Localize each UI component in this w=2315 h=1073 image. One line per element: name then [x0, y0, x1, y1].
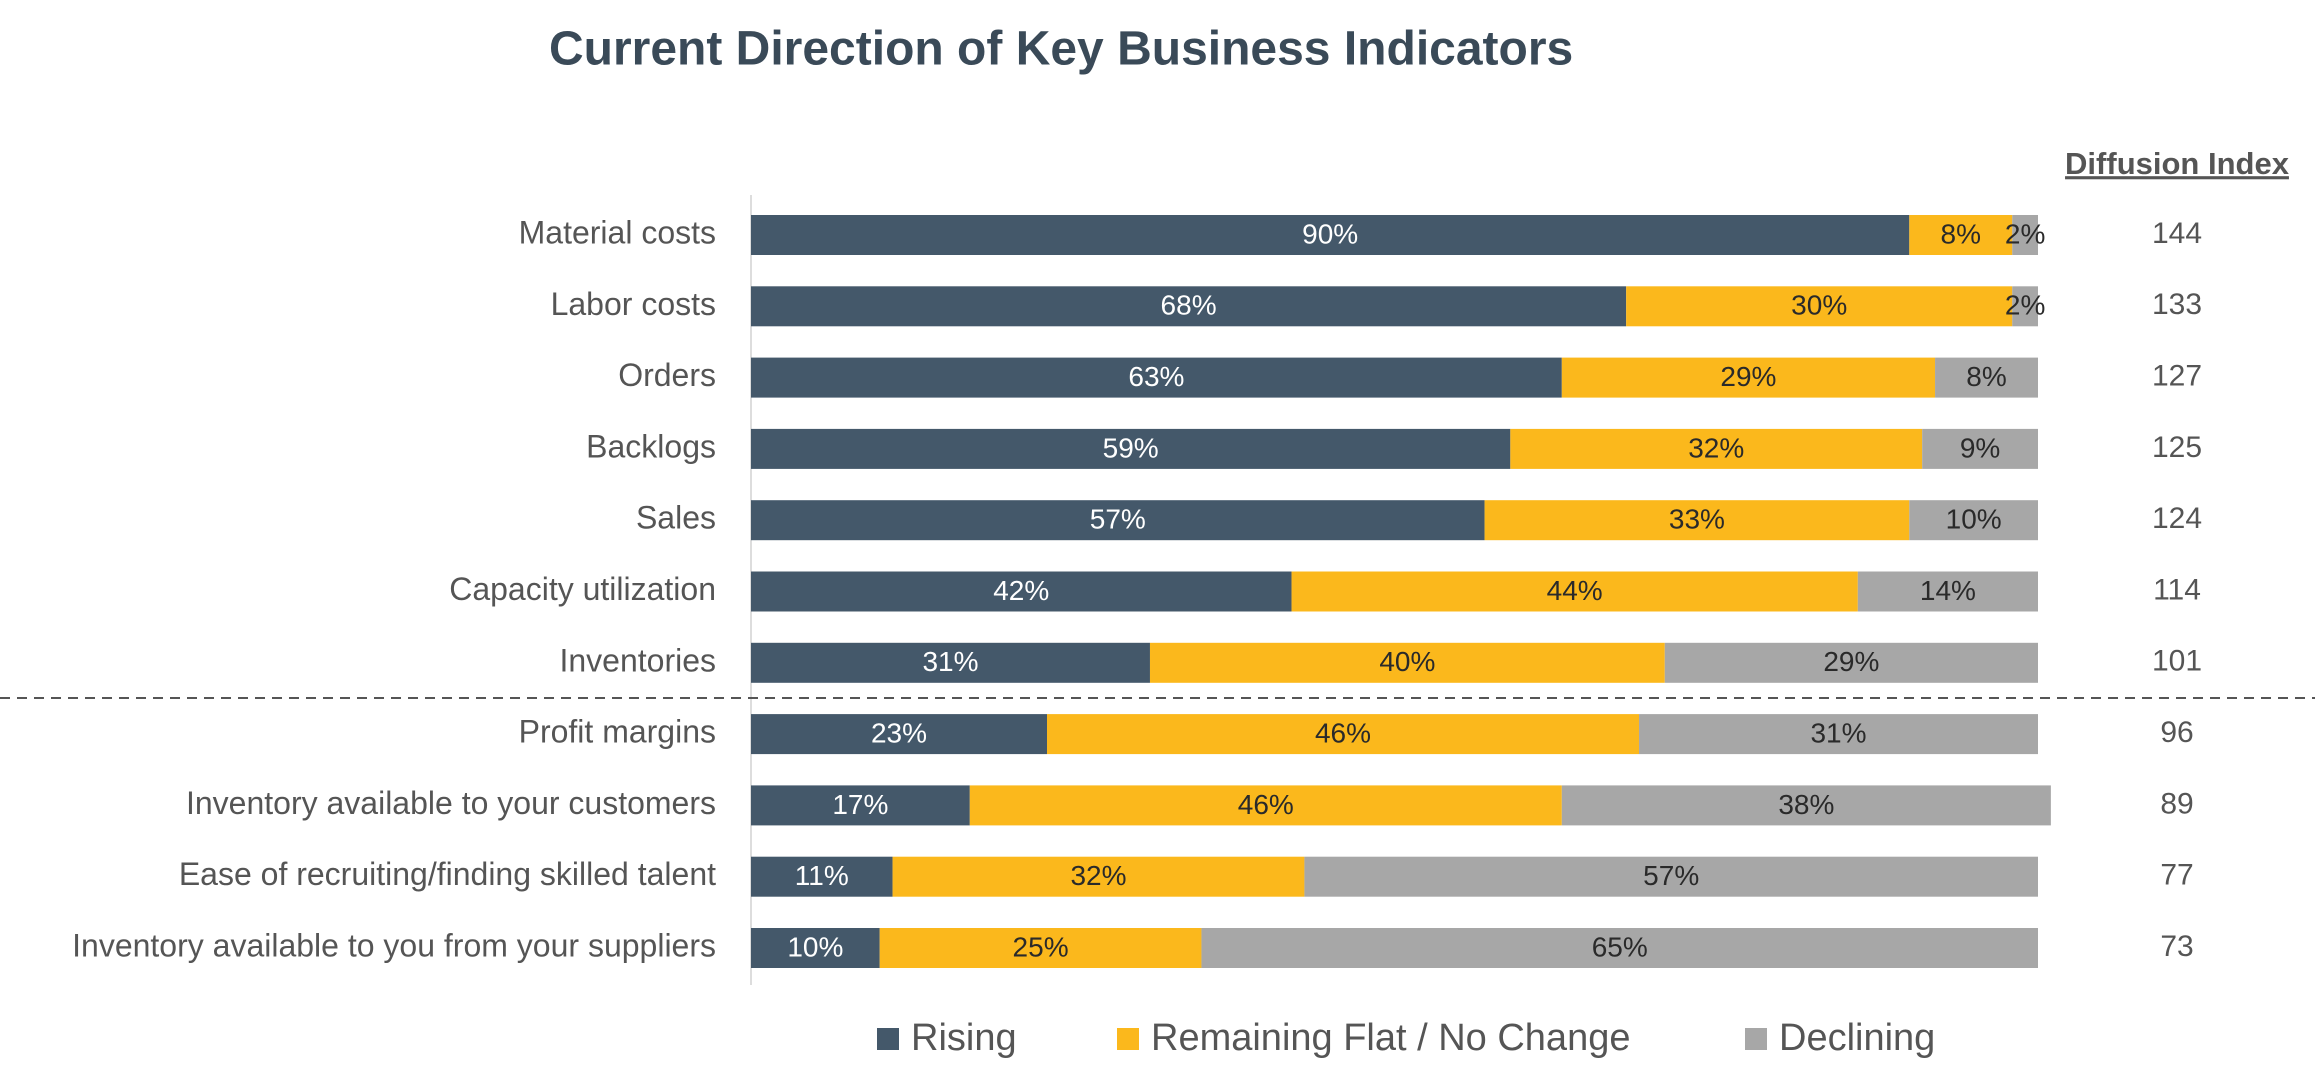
bar-segment — [1304, 856, 2038, 897]
bar-segment — [1664, 642, 2038, 683]
diffusion-index-value: 89 — [2160, 787, 2193, 820]
bar-segment — [1857, 571, 2038, 612]
diffusion-index-value: 77 — [2160, 859, 2193, 892]
bar-segment — [1201, 928, 2038, 968]
value-label: 11% — [795, 860, 849, 891]
value-label: 40% — [1379, 646, 1435, 677]
value-label: 46% — [1238, 789, 1294, 820]
legend-label: Remaining Flat / No Change — [1151, 1017, 1630, 1059]
diffusion-index-value: 96 — [2160, 716, 2193, 749]
bar-segment — [751, 785, 970, 826]
category-label: Profit margins — [519, 714, 716, 750]
value-label: 65% — [1592, 931, 1648, 962]
value-label: 8% — [1941, 218, 1981, 249]
bar-segment — [1626, 286, 2013, 327]
category-label: Orders — [618, 357, 716, 393]
value-label: 44% — [1547, 575, 1603, 606]
diffusion-index-value: 101 — [2152, 645, 2202, 678]
value-label: 57% — [1090, 504, 1146, 535]
legend-swatch — [877, 1028, 899, 1050]
bar-segment — [751, 642, 1150, 683]
diffusion-index-value: 125 — [2152, 431, 2202, 464]
bar-segment — [1149, 642, 1665, 683]
value-label: 31% — [922, 646, 978, 677]
category-label: Capacity utilization — [449, 571, 716, 607]
bar-segment — [751, 500, 1485, 541]
bar-segment — [1291, 571, 1858, 612]
category-label: Ease of recruiting/finding skilled talen… — [179, 856, 716, 892]
bar-segment — [2012, 215, 2038, 255]
bar-segment — [892, 856, 1305, 897]
value-label: 63% — [1128, 361, 1184, 392]
bar-segment — [1639, 714, 2038, 755]
bar-segment — [969, 785, 1562, 826]
bar-segment — [879, 928, 1202, 968]
value-label: 2% — [2005, 218, 2045, 249]
category-label: Backlogs — [586, 428, 716, 464]
bar-segment — [751, 928, 880, 968]
bar-segment — [751, 357, 1562, 398]
legend-label: Declining — [1779, 1017, 1935, 1059]
legend-swatch — [1117, 1028, 1139, 1050]
value-label: 2% — [2005, 290, 2045, 321]
value-label: 57% — [1643, 860, 1699, 891]
value-label: 9% — [1960, 432, 2000, 463]
diffusion-index-value: 124 — [2152, 502, 2202, 535]
bar-segment — [751, 428, 1511, 469]
value-label: 25% — [1013, 931, 1069, 962]
diffusion-index-value: 114 — [2153, 573, 2201, 606]
value-label: 90% — [1302, 218, 1358, 249]
value-label: 32% — [1070, 860, 1126, 891]
bar-segment — [751, 856, 893, 897]
bar-segment — [1909, 500, 2038, 541]
bar-segment — [1561, 357, 1936, 398]
bar-segment — [1047, 714, 1640, 755]
bar-segment — [751, 215, 1910, 255]
value-label: 14% — [1920, 575, 1976, 606]
chart-title: Current Direction of Key Business Indica… — [549, 23, 1573, 76]
value-label: 23% — [871, 717, 927, 748]
value-label: 8% — [1966, 361, 2006, 392]
category-label: Sales — [636, 500, 716, 536]
value-label: 32% — [1688, 432, 1744, 463]
value-label: 38% — [1778, 789, 1834, 820]
legend-label: Rising — [911, 1017, 1017, 1059]
bar-segment — [2012, 286, 2038, 327]
diffusion-index-header: Diffusion Index — [2065, 146, 2290, 181]
bar-segment — [1935, 357, 2038, 398]
bar-segment — [1510, 428, 1923, 469]
bar-segment — [751, 571, 1292, 612]
value-label: 29% — [1720, 361, 1776, 392]
bar-segment — [1922, 428, 2038, 469]
value-label: 31% — [1810, 717, 1866, 748]
bar-segment — [1561, 785, 2051, 826]
diffusion-index-value: 127 — [2152, 360, 2202, 393]
category-label: Inventory available to your customers — [186, 785, 716, 821]
category-label: Labor costs — [551, 286, 716, 322]
value-label: 10% — [1946, 504, 2002, 535]
diffusion-index-value: 133 — [2152, 288, 2202, 321]
value-label: 30% — [1791, 290, 1847, 321]
category-label: Inventories — [559, 642, 716, 678]
value-label: 42% — [993, 575, 1049, 606]
value-label: 59% — [1103, 432, 1159, 463]
value-label: 33% — [1669, 504, 1725, 535]
value-label: 17% — [832, 789, 888, 820]
value-label: 10% — [787, 931, 843, 962]
value-label: 29% — [1823, 646, 1879, 677]
value-label: 68% — [1161, 290, 1217, 321]
diffusion-index-value: 144 — [2152, 217, 2202, 250]
bar-segment — [751, 286, 1627, 327]
category-label: Material costs — [519, 214, 716, 250]
bar-segment — [1484, 500, 1910, 541]
category-label: Inventory available to you from your sup… — [72, 927, 716, 963]
bar-segment — [1909, 215, 2013, 255]
diffusion-index-value: 73 — [2160, 930, 2193, 963]
legend-swatch — [1745, 1028, 1767, 1050]
value-label: 46% — [1315, 717, 1371, 748]
bar-segment — [751, 714, 1048, 755]
